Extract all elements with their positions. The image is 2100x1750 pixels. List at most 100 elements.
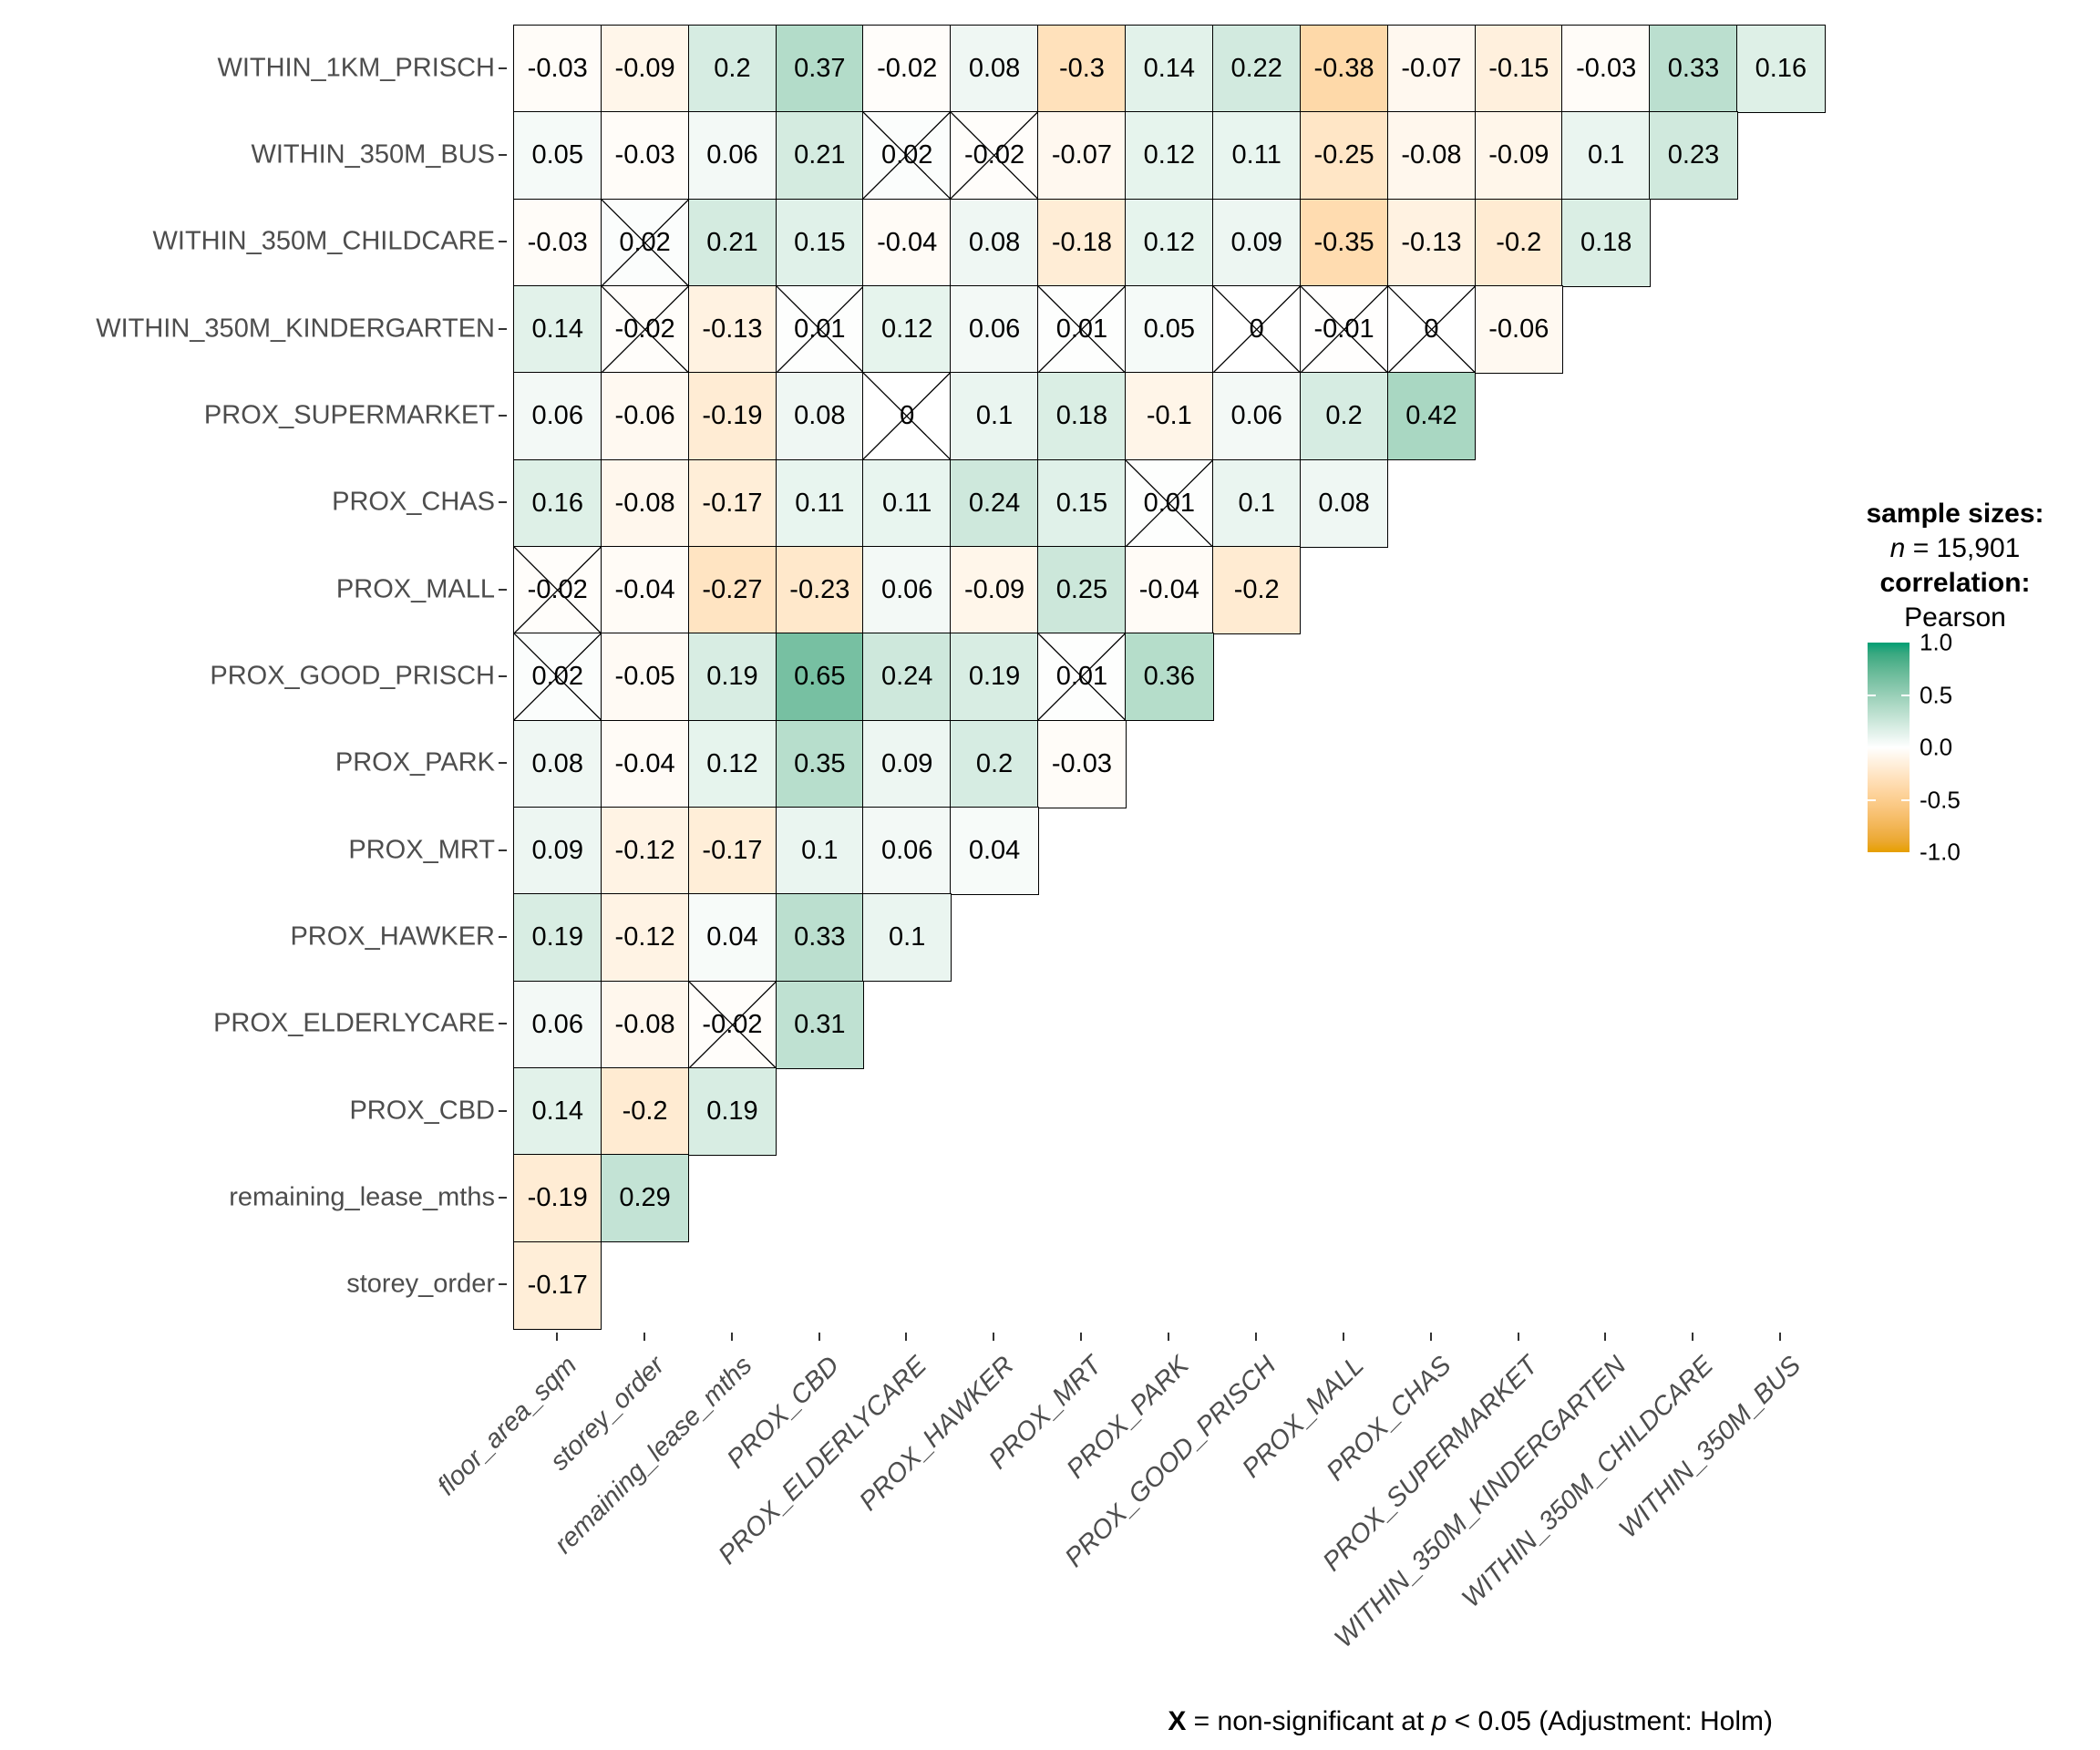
correlation-value: 0.37: [794, 53, 846, 83]
correlation-value: -0.03: [1576, 53, 1637, 83]
correlation-cell: 0.02: [600, 198, 690, 287]
correlation-cell: -0.04: [600, 719, 690, 808]
correlation-cell: 0.12: [1125, 198, 1214, 287]
correlation-cell: -0.09: [950, 545, 1039, 634]
correlation-value: -0.03: [614, 140, 675, 170]
correlation-value: -0.27: [702, 574, 763, 604]
correlation-value: 0.19: [968, 662, 1021, 692]
correlation-value: 0.19: [531, 922, 583, 952]
correlation-value: -0.03: [527, 53, 588, 83]
correlation-cell: -0.18: [1037, 198, 1127, 287]
correlation-cell: -0.09: [600, 25, 690, 113]
correlation-value: 0.18: [1580, 227, 1632, 257]
correlation-cell: -0.07: [1037, 111, 1127, 201]
y-axis-tick: [499, 241, 507, 243]
correlation-value: -0.13: [702, 314, 763, 344]
correlation-cell: 0.01: [775, 284, 865, 374]
correlation-cell: 0.42: [1386, 372, 1477, 461]
x-axis-tick: [643, 1333, 645, 1341]
correlation-value: 0.05: [1143, 314, 1196, 344]
correlation-value: 0.24: [880, 662, 933, 692]
correlation-cell: 0.33: [1649, 25, 1738, 113]
correlation-value: -0.13: [1401, 227, 1462, 257]
caption-text-end: < 0.05 (Adjustment: Holm): [1446, 1706, 1773, 1736]
correlation-cell: -0.19: [513, 1154, 602, 1243]
correlation-value: 0.14: [531, 314, 583, 344]
correlation-value: 0.1: [1588, 140, 1625, 170]
correlation-cell: 0.2: [950, 719, 1039, 808]
correlation-cell: 0.06: [687, 111, 777, 201]
correlation-value: 0.2: [714, 53, 751, 83]
y-axis-tick: [499, 849, 507, 851]
correlation-value: -0.03: [1051, 748, 1112, 778]
correlation-cell: 0.16: [1736, 25, 1826, 113]
correlation-cell: 0.14: [513, 284, 602, 374]
correlation-cell: 0.09: [513, 806, 602, 895]
correlation-cell: -0.13: [687, 284, 777, 374]
correlation-cell: 0.19: [950, 633, 1039, 722]
correlation-value: 0.04: [968, 835, 1021, 865]
non-significant-x-icon: [1038, 286, 1125, 373]
correlation-cell: 0.18: [1037, 372, 1127, 461]
colorbar-tick-label: 1.0: [1920, 628, 1953, 656]
y-axis-label: storey_order: [346, 1269, 495, 1299]
correlation-cell: -0.25: [1299, 111, 1389, 201]
y-axis-label: PROX_HAWKER: [290, 921, 495, 952]
y-axis-tick: [499, 1023, 507, 1025]
non-significant-x-icon: [1126, 460, 1212, 547]
correlation-cell: 0.36: [1125, 633, 1214, 722]
correlation-cell: 0: [1386, 284, 1477, 374]
correlation-cell: 0.06: [862, 806, 952, 895]
y-axis-label: PROX_MRT: [348, 835, 495, 865]
correlation-cell: 0.09: [1211, 198, 1302, 287]
n-value: = 15,901: [1905, 533, 2021, 563]
x-axis-tick: [1517, 1333, 1519, 1341]
correlation-cell: 0.12: [1125, 111, 1214, 201]
correlation-cell: -0.02: [600, 284, 690, 374]
x-axis-tick: [818, 1333, 820, 1341]
correlation-cell: -0.2: [1474, 198, 1564, 287]
non-significant-x-icon: [777, 286, 863, 373]
correlation-cell: -0.17: [687, 806, 777, 895]
x-axis-tick: [555, 1333, 558, 1341]
y-axis-label: PROX_CHAS: [332, 487, 495, 517]
correlation-cell: 0.23: [1649, 111, 1738, 201]
correlation-cell: -0.01: [1299, 284, 1389, 374]
correlation-cell: -0.23: [775, 545, 865, 634]
correlation-value: -0.09: [614, 53, 675, 83]
colorbar-break-mark: [1901, 798, 1910, 801]
correlation-value: -0.06: [1488, 314, 1549, 344]
non-significant-x-icon: [1038, 633, 1125, 720]
x-axis-tick: [1779, 1333, 1782, 1341]
caption: X = non-significant at p < 0.05 (Adjustm…: [1168, 1706, 1773, 1737]
x-axis-tick: [993, 1333, 995, 1341]
correlation-value: -0.07: [1051, 140, 1112, 170]
correlation-value: -0.09: [1488, 140, 1549, 170]
correlation-cell: -0.03: [513, 198, 602, 287]
correlation-value: 0.1: [1238, 488, 1275, 518]
correlation-value: -0.3: [1058, 53, 1105, 83]
correlation-value: -0.2: [1496, 227, 1542, 257]
correlation-value: -0.17: [702, 488, 763, 518]
correlation-value: 0.06: [968, 314, 1021, 344]
caption-text-mid: = non-significant at: [1186, 1706, 1432, 1736]
y-axis-tick: [499, 935, 507, 938]
x-axis-tick: [1429, 1333, 1432, 1341]
correlation-cell: -0.03: [513, 25, 602, 113]
correlation-cell: -0.07: [1386, 25, 1477, 113]
correlation-value: -0.04: [614, 574, 675, 604]
non-significant-x-icon: [602, 200, 688, 286]
correlation-value: 0.09: [1230, 227, 1282, 257]
colorbar-tick-label: 0.0: [1920, 733, 1953, 761]
correlation-cell: 0.08: [950, 198, 1039, 287]
correlation-value: 0.11: [882, 488, 932, 518]
correlation-value: 0.09: [880, 748, 933, 778]
correlation-value: 0.08: [794, 401, 846, 431]
correlation-value: -0.15: [1488, 53, 1549, 83]
correlation-value: 0.12: [1143, 227, 1196, 257]
correlation-cell: 0.08: [775, 372, 865, 461]
correlation-cell: 0.24: [950, 458, 1039, 548]
y-axis-tick: [499, 501, 507, 504]
correlation-value: -0.25: [1313, 140, 1374, 170]
correlation-value: 0.11: [795, 488, 845, 518]
